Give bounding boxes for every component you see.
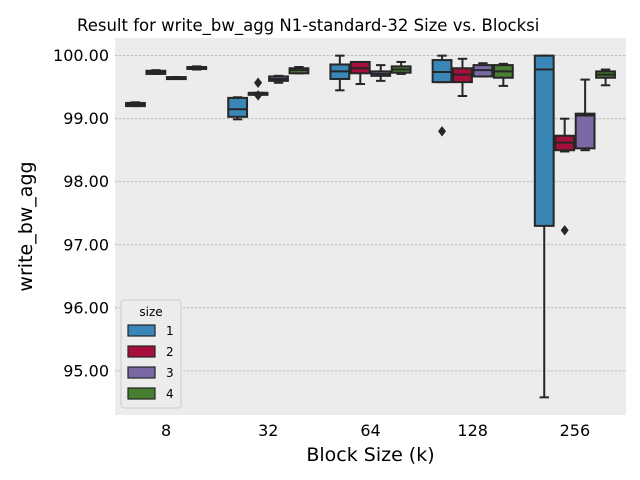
- boxes: [125, 54, 616, 399]
- x-tick-label: 64: [360, 421, 380, 440]
- x-axis-label: Block Size (k): [306, 444, 434, 466]
- y-tick-label: 96.00: [63, 298, 109, 317]
- y-ticks: 95.00 96.00 97.00 98.00 99.00 100.00: [53, 46, 109, 380]
- y-tick-label: 100.00: [53, 46, 109, 65]
- box-3-256: [574, 112, 596, 150]
- x-tick-label: 32: [258, 421, 278, 440]
- legend-label: 1: [166, 324, 174, 338]
- legend-label: 2: [166, 345, 174, 359]
- y-axis-label: write_bw_agg: [15, 161, 37, 291]
- legend-swatch: [127, 366, 156, 379]
- outlier-point: [254, 77, 263, 88]
- legend-swatch: [127, 345, 156, 358]
- y-tick-label: 97.00: [63, 235, 109, 254]
- x-tick-label: 8: [161, 421, 171, 440]
- chart-title: Result for write_bw_agg N1-standard-32 S…: [77, 16, 539, 36]
- x-tick-label: 128: [457, 421, 488, 440]
- box-1-256: [533, 54, 555, 227]
- x-ticks: 8 32 64 128 256: [161, 421, 590, 440]
- legend-swatch: [127, 387, 156, 400]
- y-tick-label: 95.00: [63, 361, 109, 380]
- legend-label: 3: [166, 366, 174, 380]
- outlier-point: [254, 90, 263, 101]
- legend-label: 4: [166, 387, 174, 401]
- outlier-point: [438, 126, 447, 137]
- y-tick-label: 99.00: [63, 109, 109, 128]
- legend-swatch: [127, 324, 156, 337]
- y-tick-label: 98.00: [63, 172, 109, 191]
- legend: size 1 2 3 4: [120, 299, 182, 409]
- legend-title: size: [139, 305, 162, 319]
- outlier-point: [560, 225, 569, 236]
- box-1-32: [227, 96, 249, 118]
- x-tick-label: 256: [560, 421, 591, 440]
